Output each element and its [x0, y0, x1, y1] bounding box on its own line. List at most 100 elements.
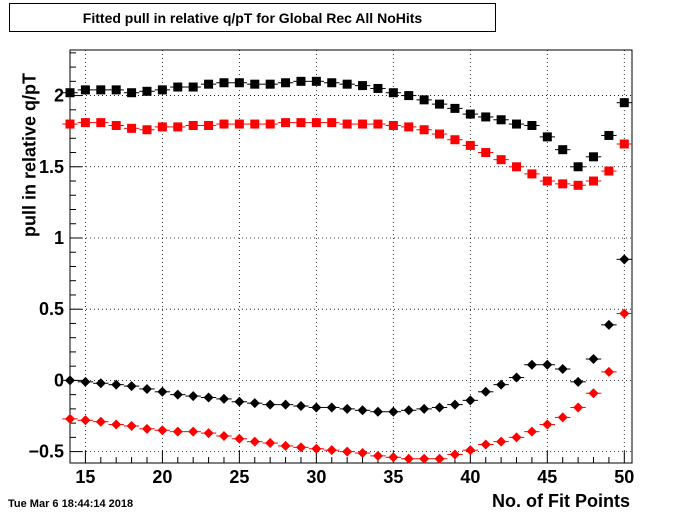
- data-point-diamond: [203, 392, 214, 403]
- data-point-square: [573, 180, 583, 190]
- data-point-diamond: [449, 449, 460, 460]
- data-point-diamond: [172, 426, 183, 437]
- timestamp: Tue Mar 6 18:44:14 2018: [8, 498, 134, 510]
- x-tick-label: 20: [152, 467, 172, 487]
- data-point-diamond: [280, 399, 291, 410]
- x-tick-label: 35: [383, 467, 403, 487]
- data-point-diamond: [496, 379, 507, 390]
- data-point-square: [542, 132, 552, 142]
- data-point-square: [142, 125, 152, 135]
- series-0: [62, 76, 632, 172]
- data-point-diamond: [188, 391, 199, 402]
- data-point-square: [481, 112, 491, 122]
- data-point-diamond: [465, 395, 476, 406]
- data-point-diamond: [295, 442, 306, 453]
- title-box: Fitted pull in relative q/pT for Global …: [9, 3, 496, 32]
- data-point-square: [589, 152, 599, 162]
- data-point-diamond: [403, 405, 414, 416]
- data-point-diamond: [280, 440, 291, 451]
- y-axis-label: pull in relative q/pT: [19, 72, 40, 238]
- data-point-diamond: [249, 436, 260, 447]
- data-point-square: [111, 120, 121, 130]
- data-point-diamond: [111, 419, 122, 430]
- x-tick-label: 40: [460, 467, 480, 487]
- data-point-diamond: [80, 415, 91, 426]
- data-point-square: [512, 119, 522, 129]
- data-point-diamond: [511, 432, 522, 443]
- data-point-square: [465, 109, 475, 119]
- data-point-square: [281, 78, 291, 88]
- data-point-diamond: [157, 386, 168, 397]
- data-point-diamond: [434, 402, 445, 413]
- data-point-square: [311, 118, 321, 128]
- data-point-diamond: [526, 359, 537, 370]
- data-point-diamond: [403, 453, 414, 464]
- x-tick-label: 30: [306, 467, 326, 487]
- data-point-square: [358, 81, 368, 91]
- data-point-diamond: [95, 416, 106, 427]
- data-point-diamond: [203, 428, 214, 439]
- data-point-square: [435, 99, 445, 109]
- data-point-diamond: [480, 386, 491, 397]
- x-tick-label: 25: [229, 467, 249, 487]
- grid-lines: [70, 50, 632, 463]
- data-point-square: [65, 88, 75, 98]
- data-point-square: [80, 85, 90, 95]
- data-point-diamond: [65, 375, 75, 386]
- data-point-diamond: [434, 453, 445, 464]
- data-point-square: [558, 179, 568, 189]
- data-point-square: [265, 119, 275, 129]
- data-point-diamond: [372, 406, 383, 417]
- data-point-diamond: [511, 372, 522, 383]
- data-point-diamond: [496, 436, 507, 447]
- data-point-square: [311, 76, 321, 86]
- data-point-square: [327, 118, 337, 128]
- data-point-square: [96, 85, 106, 95]
- data-point-square: [527, 120, 537, 130]
- data-point-diamond: [465, 445, 476, 456]
- data-point-diamond: [172, 389, 183, 400]
- data-point-diamond: [619, 254, 630, 265]
- data-point-diamond: [218, 430, 229, 441]
- data-point-square: [173, 122, 183, 132]
- data-point-diamond: [419, 403, 430, 414]
- data-point-diamond: [342, 403, 353, 414]
- data-point-diamond: [311, 402, 322, 413]
- data-point-diamond: [141, 383, 152, 394]
- data-point-diamond: [265, 438, 276, 449]
- data-point-diamond: [419, 453, 430, 464]
- data-point-square: [496, 115, 506, 125]
- data-point-square: [250, 79, 260, 89]
- data-point-square: [296, 118, 306, 128]
- data-point-diamond: [588, 354, 599, 365]
- data-point-diamond: [80, 376, 91, 387]
- data-point-square: [512, 162, 522, 172]
- data-point-square: [234, 119, 244, 129]
- data-point-diamond: [342, 446, 353, 457]
- data-point-square: [450, 135, 460, 145]
- data-point-square: [250, 119, 260, 129]
- data-point-square: [435, 129, 445, 139]
- data-point-diamond: [65, 413, 75, 424]
- data-point-square: [419, 95, 429, 105]
- data-point-square: [465, 140, 475, 150]
- y-tick-label: 0.5: [39, 299, 64, 319]
- data-point-diamond: [357, 405, 368, 416]
- y-tick-label: −0.5: [28, 442, 64, 462]
- data-point-square: [619, 139, 629, 149]
- data-point-square: [404, 122, 414, 132]
- data-point-diamond: [357, 448, 368, 459]
- data-point-square: [404, 91, 414, 101]
- data-point-diamond: [95, 378, 106, 389]
- x-tick-label: 15: [75, 467, 95, 487]
- y-tick-label: 0: [54, 370, 64, 390]
- data-point-square: [65, 119, 75, 129]
- data-point-square: [388, 88, 398, 98]
- data-point-diamond: [157, 425, 168, 436]
- x-tick-label: 50: [614, 467, 634, 487]
- x-axis-label: No. of Fit Points: [492, 491, 630, 511]
- series-3: [62, 308, 632, 464]
- data-marks: [62, 76, 632, 464]
- series-1: [62, 118, 632, 190]
- data-point-square: [80, 118, 90, 128]
